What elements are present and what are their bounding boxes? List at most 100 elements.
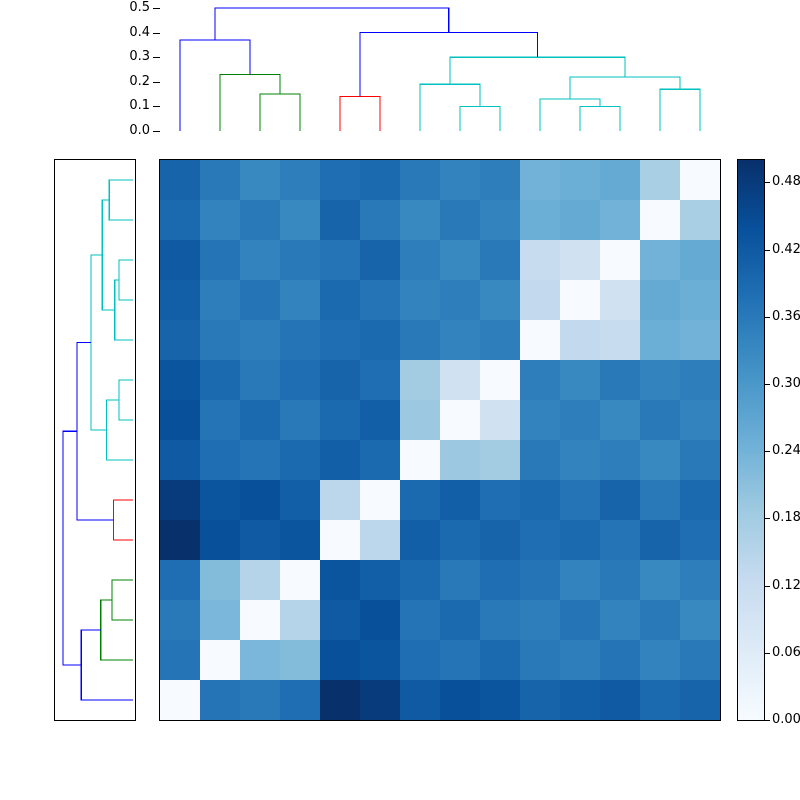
heatmap-cell <box>560 520 600 560</box>
colorbar-tick-label: 0.24 <box>772 443 800 459</box>
heatmap-cell <box>200 360 240 400</box>
heatmap-cell <box>400 200 440 240</box>
dendrogram-link <box>112 499 133 541</box>
heatmap-cell <box>680 520 720 560</box>
heatmap-cell <box>280 320 320 360</box>
heatmap-cell <box>480 560 520 600</box>
heatmap-cell <box>160 600 200 640</box>
heatmap-cell <box>240 560 280 600</box>
heatmap-cell <box>200 200 240 240</box>
heatmap-cell <box>520 440 560 480</box>
heatmap-cell <box>280 240 320 280</box>
heatmap-cell <box>360 320 400 360</box>
heatmap-cell <box>520 640 560 680</box>
heatmap-cell <box>480 280 520 320</box>
heatmap-cell <box>200 680 240 720</box>
heatmap-cell <box>640 360 680 400</box>
heatmap-cell <box>400 480 440 520</box>
colorbar-tick-mark <box>765 585 770 587</box>
heatmap-cell <box>440 320 480 360</box>
heatmap-cell <box>280 280 320 320</box>
heatmap-cell <box>680 680 720 720</box>
heatmap-cell <box>200 320 240 360</box>
heatmap-cell <box>560 480 600 520</box>
heatmap-cell <box>640 680 680 720</box>
heatmap-cell <box>600 320 640 360</box>
heatmap-cell <box>640 200 680 240</box>
heatmap-cell <box>520 320 560 360</box>
dendrogram-link <box>219 73 281 131</box>
top-axis-tick-mark <box>153 81 160 83</box>
colorbar-tick-mark <box>765 518 770 520</box>
heatmap-cell <box>400 320 440 360</box>
top-axis-tick-label: 0.2 <box>129 73 150 89</box>
heatmap-cell <box>280 200 320 240</box>
heatmap-cell <box>600 520 640 560</box>
heatmap-cell <box>200 160 240 200</box>
top-axis-tick-mark <box>153 8 160 9</box>
dendrogram-link <box>76 341 114 521</box>
heatmap-cell <box>600 200 640 240</box>
colorbar-tick-mark <box>765 451 770 453</box>
heatmap-cell <box>640 480 680 520</box>
heatmap-cell <box>640 280 680 320</box>
dendrogram-link <box>459 105 501 131</box>
dendrogram-link <box>100 599 133 661</box>
colorbar-tick-label: 0.30 <box>772 376 800 391</box>
top-axis-tick-label: 0.4 <box>129 24 150 40</box>
heatmap-cell <box>360 640 400 680</box>
heatmap-cell <box>320 160 360 200</box>
heatmap-cell <box>680 600 720 640</box>
colorbar-tick-label: 0.48 <box>772 174 800 190</box>
heatmap-cell <box>560 560 600 600</box>
heatmap-cell <box>400 640 440 680</box>
heatmap-cell <box>200 560 240 600</box>
heatmap-cell <box>200 600 240 640</box>
colorbar-tick-label: 0.42 <box>772 241 800 257</box>
heatmap-cell <box>640 240 680 280</box>
dendrogram-link <box>111 579 133 621</box>
heatmap-cell <box>600 600 640 640</box>
heatmap-cell <box>360 360 400 400</box>
heatmap-cell <box>240 160 280 200</box>
top-axis-tick-mark <box>153 32 160 34</box>
heatmap-cell <box>440 400 480 440</box>
heatmap-cell <box>480 600 520 640</box>
top-dendrogram <box>160 0 720 135</box>
heatmap-cell <box>680 240 720 280</box>
heatmap-cell <box>360 240 400 280</box>
heatmap-cell <box>360 160 400 200</box>
heatmap-cell <box>320 680 360 720</box>
heatmap-cell <box>320 520 360 560</box>
heatmap-cell <box>240 440 280 480</box>
dendrogram-link <box>108 179 133 221</box>
heatmap-cell <box>280 400 320 440</box>
heatmap-cell <box>240 320 280 360</box>
heatmap-cell <box>320 280 360 320</box>
heatmap-cell <box>680 440 720 480</box>
heatmap-cell <box>360 600 400 640</box>
heatmap-cell <box>320 240 360 280</box>
dendrogram-link <box>259 93 301 131</box>
heatmap-cell <box>520 520 560 560</box>
heatmap-cell <box>160 320 200 360</box>
heatmap-cell <box>480 680 520 720</box>
heatmap-cell <box>240 600 280 640</box>
heatmap-cell <box>320 400 360 440</box>
dendrogram-link <box>101 199 115 311</box>
dendrogram-link <box>359 32 539 97</box>
heatmap-cell <box>440 560 480 600</box>
heatmap-cell <box>480 440 520 480</box>
heatmap-cell <box>400 360 440 400</box>
heatmap-cell <box>400 440 440 480</box>
heatmap-cell <box>680 400 720 440</box>
heatmap-cell <box>160 440 200 480</box>
heatmap-cell <box>480 160 520 200</box>
heatmap-cell <box>480 400 520 440</box>
heatmap-cell <box>200 520 240 560</box>
heatmap-cell <box>320 200 360 240</box>
heatmap-cell <box>320 360 360 400</box>
heatmap-cell <box>280 560 320 600</box>
dendrogram-link <box>449 56 626 85</box>
heatmap-cell <box>600 280 640 320</box>
